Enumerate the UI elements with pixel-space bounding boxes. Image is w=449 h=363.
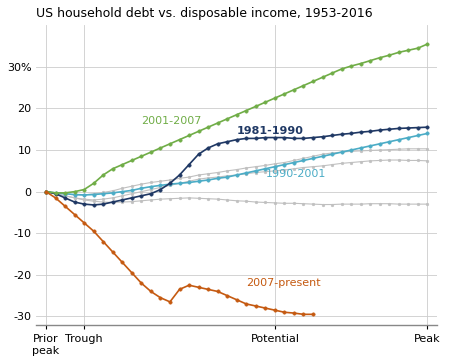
Text: 2007-present: 2007-present bbox=[246, 278, 321, 288]
Text: 1990-2001: 1990-2001 bbox=[265, 169, 326, 179]
Text: US household debt vs. disposable income, 1953-2016: US household debt vs. disposable income,… bbox=[36, 7, 373, 20]
Text: 2001-2007: 2001-2007 bbox=[141, 116, 202, 126]
Text: 1981-1990: 1981-1990 bbox=[237, 126, 304, 136]
